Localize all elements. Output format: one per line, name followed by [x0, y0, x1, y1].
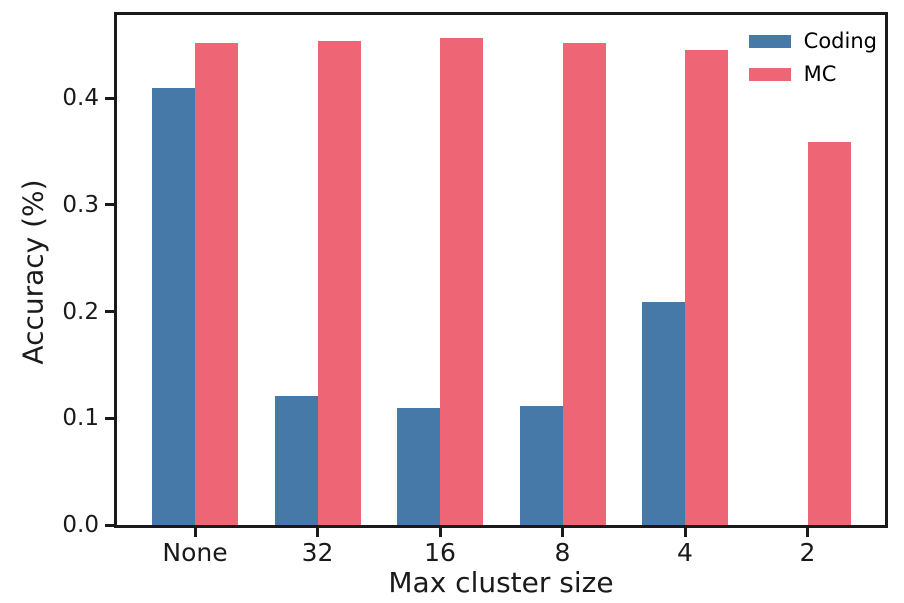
legend-row-coding: Coding — [748, 29, 877, 53]
y-tick-label: 0.2 — [62, 298, 99, 325]
y-tick-label: 0.3 — [62, 191, 99, 218]
legend: Coding MC — [748, 29, 877, 86]
x-axis-label: Max cluster size — [388, 566, 614, 599]
x-tick-mark — [806, 528, 809, 537]
x-tick-label-2: 2 — [799, 538, 816, 567]
x-tick-mark — [561, 528, 564, 537]
y-tick-mark — [105, 416, 114, 420]
legend-swatch-mc — [748, 67, 791, 81]
x-tick-mark — [193, 528, 197, 537]
y-tick-label: 0.1 — [62, 405, 99, 432]
x-tick-label-4: 4 — [677, 538, 693, 567]
bar-mc-2 — [807, 141, 851, 525]
bar-mc-32 — [317, 40, 361, 525]
y-tick-mark — [105, 310, 114, 314]
y-tick-mark — [105, 96, 114, 100]
y-tick-mark — [105, 203, 114, 207]
y-tick-mark — [105, 523, 114, 527]
x-tick-mark — [438, 528, 442, 537]
bar-coding-32 — [274, 395, 318, 525]
x-tick-mark — [316, 528, 319, 537]
legend-row-mc: MC — [748, 62, 877, 86]
bar-mc-4 — [685, 50, 728, 525]
bar-mc-none — [195, 42, 238, 525]
bar-coding-16 — [397, 407, 440, 525]
bar-coding-8 — [519, 405, 563, 525]
x-tick-mark — [683, 528, 687, 537]
legend-label-coding: Coding — [803, 29, 877, 53]
plot-area: Coding MC — [114, 12, 888, 528]
x-tick-label-32: 32 — [301, 538, 334, 567]
bar-coding-4 — [642, 302, 685, 525]
x-tick-label-none: None — [162, 538, 228, 567]
x-tick-label-16: 16 — [424, 538, 456, 567]
bar-mc-16 — [440, 38, 483, 525]
bar-coding-none — [152, 87, 195, 525]
legend-label-mc: MC — [803, 62, 837, 86]
x-tick-label-8: 8 — [554, 538, 571, 567]
legend-swatch-coding — [748, 34, 791, 48]
bar-mc-8 — [562, 42, 606, 525]
y-tick-label: 0.4 — [62, 85, 99, 112]
y-tick-label: 0.0 — [62, 512, 99, 538]
